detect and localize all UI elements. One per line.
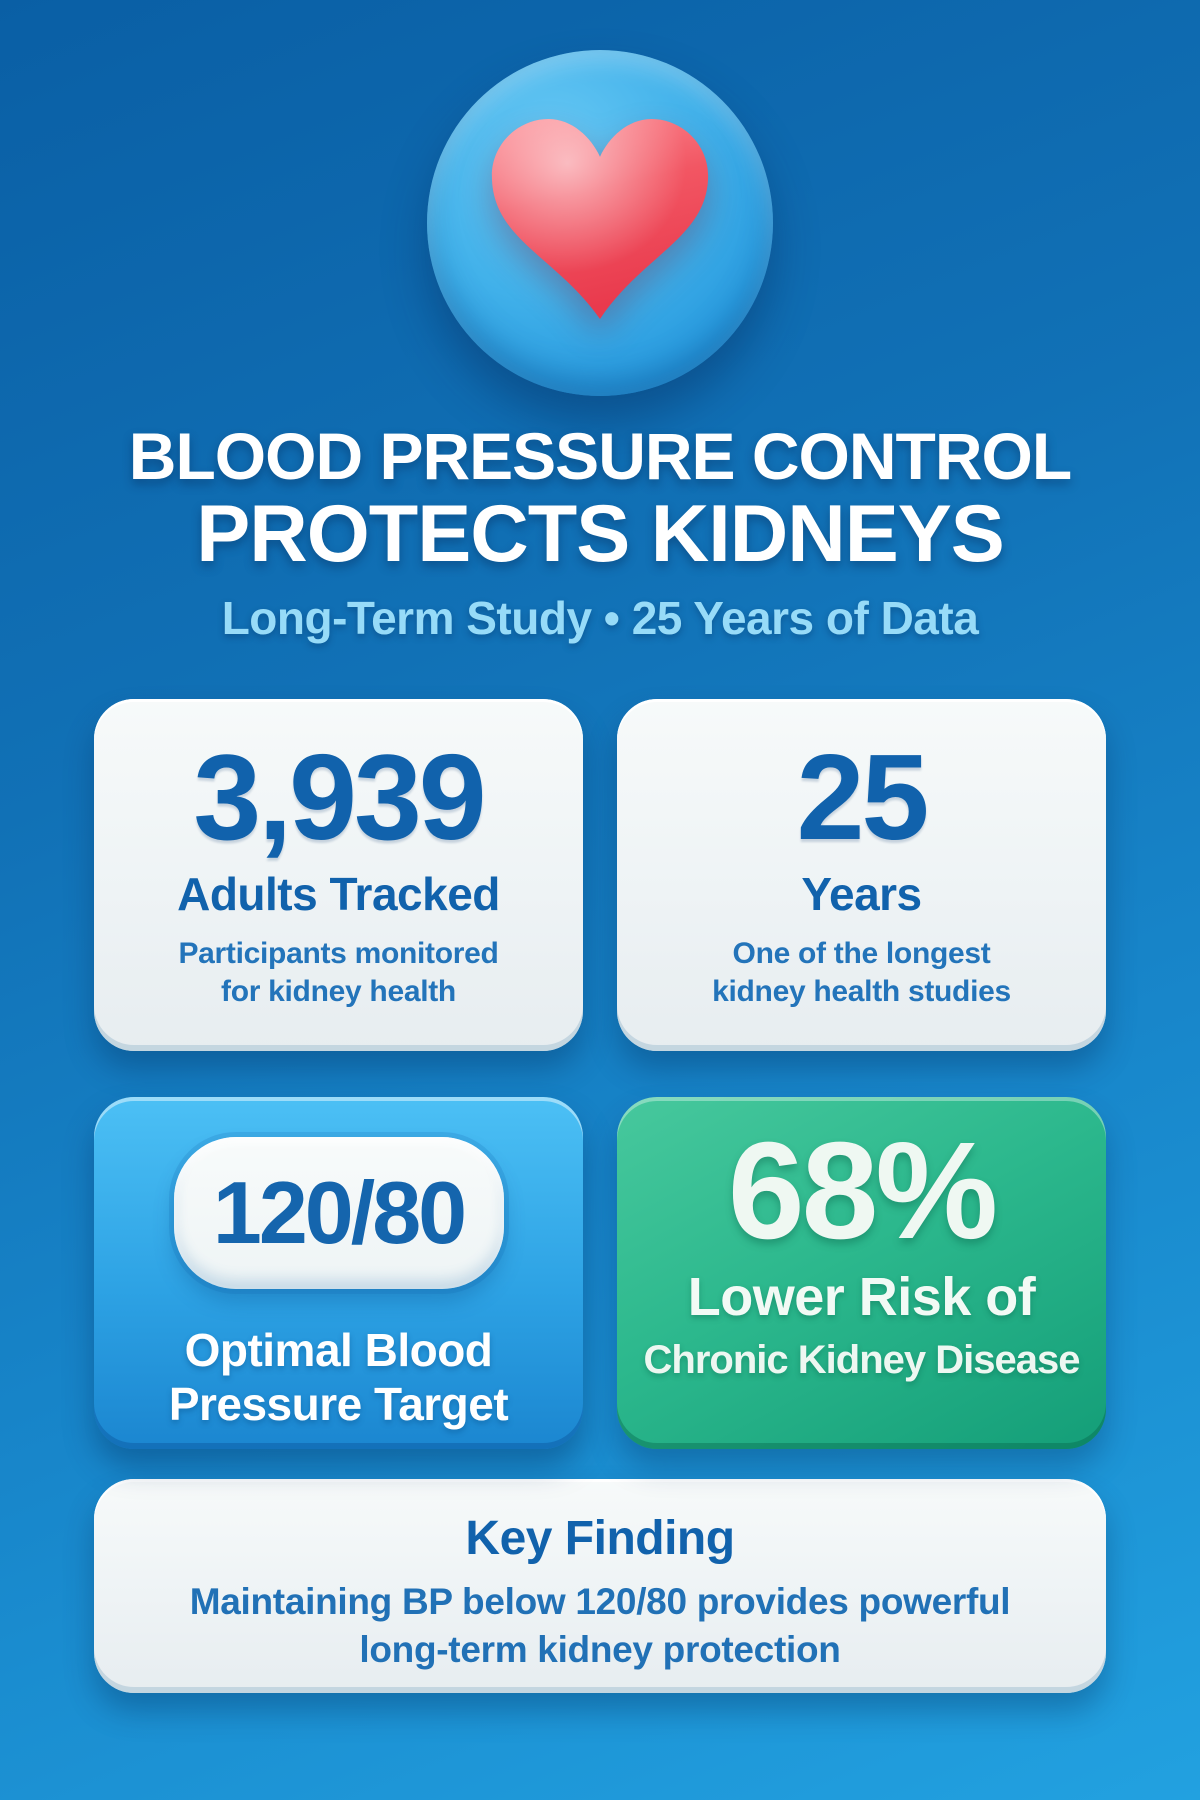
stat-value: 3,939 [193, 729, 486, 865]
stat-card-study-years: 25 Years One of the longest kidney healt… [617, 699, 1106, 1051]
title-line-2: PROTECTS KIDNEYS [196, 488, 1005, 579]
stat-description: Participants monitored for kidney health [178, 937, 499, 1008]
stat-card-risk-reduction: 68% Lower Risk of Chronic Kidney Disease [617, 1097, 1106, 1449]
bp-value-pill: 120/80 [173, 1137, 504, 1289]
hero-section [94, 50, 1106, 396]
stats-grid: 3,939 Adults Tracked Participants monito… [94, 699, 1106, 1449]
key-finding-title: Key Finding [465, 1512, 735, 1565]
heart-icon [491, 119, 709, 319]
stat-card-bp-target: 120/80 Optimal Blood Pressure Target [94, 1097, 583, 1449]
stat-description: One of the longest kidney health studies [712, 937, 1011, 1008]
stat-description: Chronic Kidney Disease [643, 1337, 1081, 1382]
subtitle: Long-Term Study • 25 Years of Data [221, 592, 979, 644]
page-title: BLOOD PRESSURE CONTROL PROTECTS KIDNEYS [94, 419, 1106, 579]
stat-label: Lower Risk of [687, 1266, 1036, 1327]
stat-label: Adults Tracked [177, 868, 500, 921]
stat-value: 68% [727, 1114, 998, 1268]
title-line-1: BLOOD PRESSURE CONTROL [128, 419, 1072, 493]
key-finding-card: Key Finding Maintaining BP below 120/80 … [94, 1479, 1106, 1693]
key-finding-body: Maintaining BP below 120/80 provides pow… [189, 1581, 1011, 1671]
stat-label: Years [801, 868, 922, 921]
stat-label: Optimal Blood Pressure Target [168, 1324, 509, 1431]
stat-card-adults-tracked: 3,939 Adults Tracked Participants monito… [94, 699, 583, 1051]
heart-badge-circle [427, 50, 773, 396]
stat-value: 120/80 [212, 1163, 467, 1262]
stat-value: 25 [796, 729, 930, 865]
